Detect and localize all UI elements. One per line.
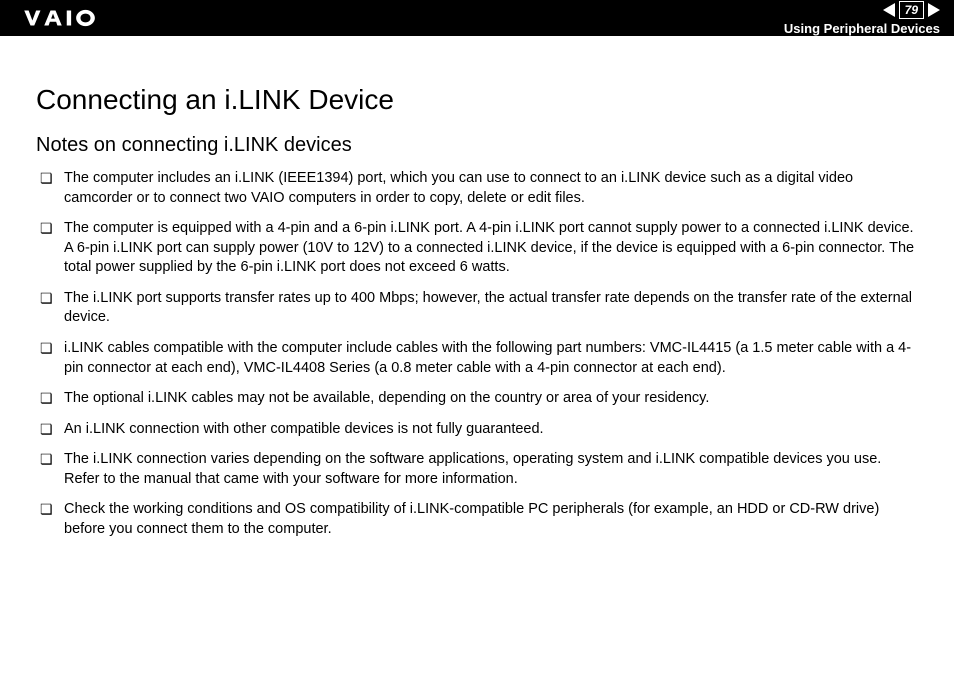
section-label: Using Peripheral Devices xyxy=(784,21,940,36)
list-item: i.LINK cables compatible with the comput… xyxy=(36,339,918,378)
list-item: Check the working conditions and OS comp… xyxy=(36,500,918,539)
list-item: An i.LINK connection with other compatib… xyxy=(36,420,918,440)
page-header: 79 Using Peripheral Devices xyxy=(0,0,954,36)
page-content: Connecting an i.LINK Device Notes on con… xyxy=(0,36,954,570)
prev-page-arrow[interactable] xyxy=(883,3,895,17)
page-subtitle: Notes on connecting i.LINK devices xyxy=(36,134,918,157)
notes-list: The computer includes an i.LINK (IEEE139… xyxy=(36,169,918,539)
vaio-logo xyxy=(18,8,128,28)
list-item: The computer includes an i.LINK (IEEE139… xyxy=(36,169,918,208)
list-item: The computer is equipped with a 4-pin an… xyxy=(36,219,918,278)
page-number: 79 xyxy=(899,1,924,19)
list-item: The optional i.LINK cables may not be av… xyxy=(36,389,918,409)
next-page-arrow[interactable] xyxy=(928,3,940,17)
list-item: The i.LINK port supports transfer rates … xyxy=(36,289,918,328)
page-title: Connecting an i.LINK Device xyxy=(36,84,918,116)
list-item: The i.LINK connection varies depending o… xyxy=(36,450,918,489)
